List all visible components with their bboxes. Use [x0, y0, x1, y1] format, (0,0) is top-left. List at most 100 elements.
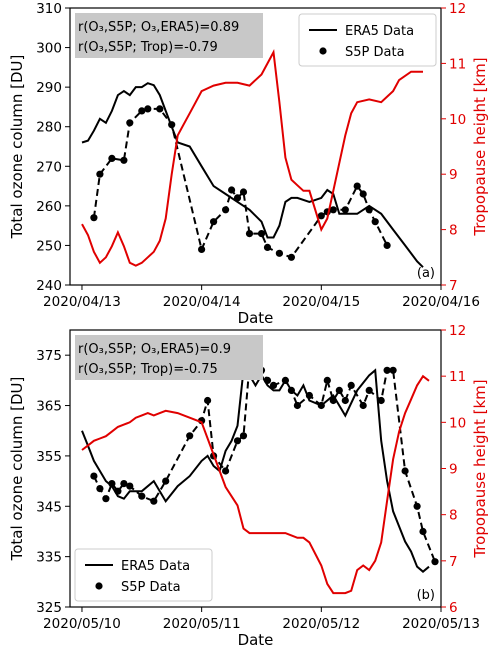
s5p-point	[371, 218, 379, 226]
s5p-point	[365, 386, 373, 394]
y-left-axis-title: Total ozone column [DU]	[8, 55, 26, 240]
annotation-line: r(O₃,S5P; Trop)=-0.75	[78, 362, 218, 377]
annotation-box	[75, 13, 263, 58]
legend-box	[74, 548, 213, 602]
y-right-tick-label: 11	[449, 369, 466, 385]
s5p-point	[347, 381, 355, 389]
y-right-tick-label: 6	[449, 600, 458, 616]
chart-panel-a: 240 250 260 270 280 290 300 310 7 8 9 10 11 12 2020/04…	[8, 1, 489, 327]
y-left-tick-label: 345	[36, 499, 62, 515]
y-right-tick-label: 10	[449, 112, 466, 128]
y-left-tick-label: 365	[36, 399, 62, 415]
s5p-point	[222, 206, 230, 214]
x-tick-label: 2020/04/16	[402, 294, 480, 310]
s5p-point	[383, 366, 391, 374]
s5p-point	[419, 527, 427, 536]
y-left-tick-label: 375	[36, 348, 62, 364]
s5p-point	[210, 218, 218, 226]
y-right-axis-title: Tropopause height [km]	[471, 379, 489, 558]
s5p-point	[168, 121, 176, 129]
s5p-point	[108, 480, 116, 488]
legend-s5p-swatch	[319, 47, 327, 55]
panel-label: (a)	[417, 266, 435, 281]
correlation-annotation: r(O₃,S5P; O₃,ERA5)=0.9 r(O₃,S5P; Trop)=-0…	[75, 335, 263, 380]
legend-box	[298, 13, 437, 67]
y-right-tick-label: 11	[449, 56, 466, 72]
chart-panel-b: 325 335 345 355 365 375 6 7 8 9 10 11 12 2020/05/10 20…	[8, 323, 489, 649]
s5p-point	[108, 154, 116, 162]
s5p-point	[335, 386, 343, 394]
s5p-point	[162, 477, 170, 485]
annotation-line: r(O₃,S5P; O₃,ERA5)=0.9	[78, 342, 231, 357]
s5p-point	[263, 243, 272, 251]
y-left-tick-label: 260	[36, 199, 62, 215]
legend-era5-label: ERA5 Data	[121, 559, 190, 574]
y-right-tick-label: 12	[449, 323, 466, 339]
s5p-point	[90, 214, 98, 222]
y-left-axis-title: Total ozone column [DU]	[8, 377, 26, 562]
s5p-point	[245, 230, 254, 238]
s5p-point	[96, 485, 104, 493]
x-tick-label: 2020/04/14	[163, 294, 241, 310]
s5p-point	[329, 396, 337, 405]
x-axis-title: Date	[238, 631, 274, 649]
s5p-point	[323, 376, 331, 384]
s5p-point	[365, 206, 373, 214]
s5p-point	[359, 190, 367, 198]
s5p-point	[239, 432, 248, 440]
legend: ERA5 Data S5P Data	[298, 13, 437, 67]
y-left-tick-label: 335	[36, 550, 62, 566]
y-left-tick-label: 280	[36, 120, 62, 136]
y-right-tick-label: 7	[449, 278, 458, 294]
y-left-tick-label: 300	[36, 41, 62, 57]
x-tick-label: 2020/05/11	[163, 616, 241, 632]
s5p-point	[114, 487, 122, 495]
y-left-tick-label: 240	[36, 278, 62, 294]
s5p-point	[138, 492, 146, 500]
y-left-tick-label: 310	[36, 1, 62, 17]
annotation-line: r(O₃,S5P; Trop)=-0.79	[78, 40, 218, 55]
y-right-tick-label: 8	[449, 223, 458, 239]
y-right-tick-label: 12	[449, 1, 466, 17]
y-right-tick-label: 9	[449, 167, 458, 183]
s5p-point	[233, 437, 242, 445]
y-right-tick-label: 7	[449, 554, 458, 570]
s5p-point	[413, 502, 421, 510]
plot-frame	[69, 7, 442, 286]
y-right-tick-label: 8	[449, 508, 458, 524]
s5p-point	[120, 156, 128, 164]
s5p-point	[144, 105, 152, 113]
s5p-point	[341, 206, 349, 214]
s5p-point	[317, 401, 325, 410]
s5p-point	[96, 170, 104, 178]
s5p-point	[269, 381, 278, 389]
x-tick-label: 2020/04/13	[43, 294, 121, 310]
s5p-point	[257, 230, 266, 238]
y-left-tick-label: 355	[36, 449, 62, 465]
legend-era5-label: ERA5 Data	[345, 24, 414, 39]
s5p-point	[329, 206, 337, 214]
s5p-point	[383, 241, 391, 249]
s5p-point	[150, 497, 158, 505]
s5p-point	[198, 245, 206, 253]
s5p-point	[138, 107, 146, 115]
tropopause-height-line	[81, 49, 423, 267]
s5p-point	[228, 186, 236, 194]
s5p-point	[293, 401, 301, 410]
s5p-point	[90, 472, 98, 480]
s5p-point	[156, 105, 164, 113]
x-tick-label: 2020/04/15	[282, 294, 360, 310]
s5p-point	[126, 482, 134, 490]
s5p-point	[222, 467, 230, 475]
legend: ERA5 Data S5P Data	[74, 548, 213, 602]
s5p-point	[263, 376, 272, 384]
s5p-point	[401, 467, 409, 475]
s5p-point	[353, 182, 361, 190]
y-left-tick-label: 290	[36, 80, 62, 96]
era5-line	[81, 368, 430, 574]
s5p-point	[287, 253, 295, 261]
x-tick-label: 2020/05/13	[402, 616, 480, 632]
legend-s5p-swatch	[95, 582, 103, 590]
s5p-point	[305, 391, 313, 400]
s5p-point	[186, 432, 194, 440]
